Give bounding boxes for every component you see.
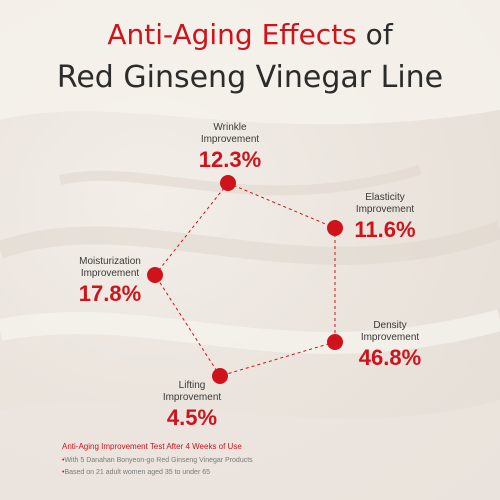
wrinkle-dot bbox=[220, 175, 236, 191]
pentagon-connector bbox=[154, 182, 336, 377]
density-value: 46.8% bbox=[358, 345, 422, 370]
wrinkle-value: 12.3% bbox=[198, 147, 262, 172]
lifting-dot bbox=[212, 368, 228, 384]
elasticity-label-2: Improvement bbox=[355, 204, 415, 215]
page-title-line1: Anti-Aging Effects of bbox=[0, 18, 500, 51]
test-notes-title: Anti-Aging Improvement Test After 4 Week… bbox=[62, 442, 242, 451]
lifting-value: 4.5% bbox=[166, 405, 218, 430]
wrinkle-label-1: Wrinkle bbox=[213, 122, 247, 133]
wrinkle-metric: Wrinkle Improvement 12.3% bbox=[180, 122, 280, 173]
density-dot bbox=[327, 334, 343, 350]
density-label-1: Density bbox=[373, 320, 407, 331]
title-accent: Anti-Aging Effects bbox=[107, 18, 357, 51]
moisturization-label-1: Moisturization bbox=[79, 256, 141, 267]
page-title-line2: Red Ginseng Vinegar Line bbox=[56, 60, 444, 95]
title-rest: of bbox=[356, 18, 393, 51]
test-note-item: With 5 Danahan Bonyeon-go Red Ginseng Vi… bbox=[62, 455, 462, 467]
density-metric: Density Improvement 46.8% bbox=[340, 320, 440, 371]
lifting-metric: Lifting Improvement 4.5% bbox=[142, 380, 242, 431]
moisturization-metric: Moisturization Improvement 17.8% bbox=[60, 256, 160, 307]
density-label-2: Improvement bbox=[360, 332, 420, 343]
elasticity-value: 11.6% bbox=[354, 217, 416, 242]
test-note-item: Based on 21 adult women aged 35 to under… bbox=[62, 467, 462, 479]
lifting-label-1: Lifting bbox=[178, 380, 206, 391]
test-notes: Anti-Aging Improvement Test After 4 Week… bbox=[62, 442, 462, 479]
lifting-label-2: Improvement bbox=[162, 392, 222, 403]
moisturization-dot bbox=[147, 267, 163, 283]
moisturization-label-2: Improvement bbox=[80, 268, 140, 279]
elasticity-label-1: Elasticity bbox=[365, 192, 405, 203]
elasticity-metric: Elasticity Improvement 11.6% bbox=[335, 192, 435, 243]
moisturization-value: 17.8% bbox=[78, 281, 142, 306]
elasticity-dot bbox=[327, 220, 343, 236]
wrinkle-label-2: Improvement bbox=[200, 134, 260, 145]
